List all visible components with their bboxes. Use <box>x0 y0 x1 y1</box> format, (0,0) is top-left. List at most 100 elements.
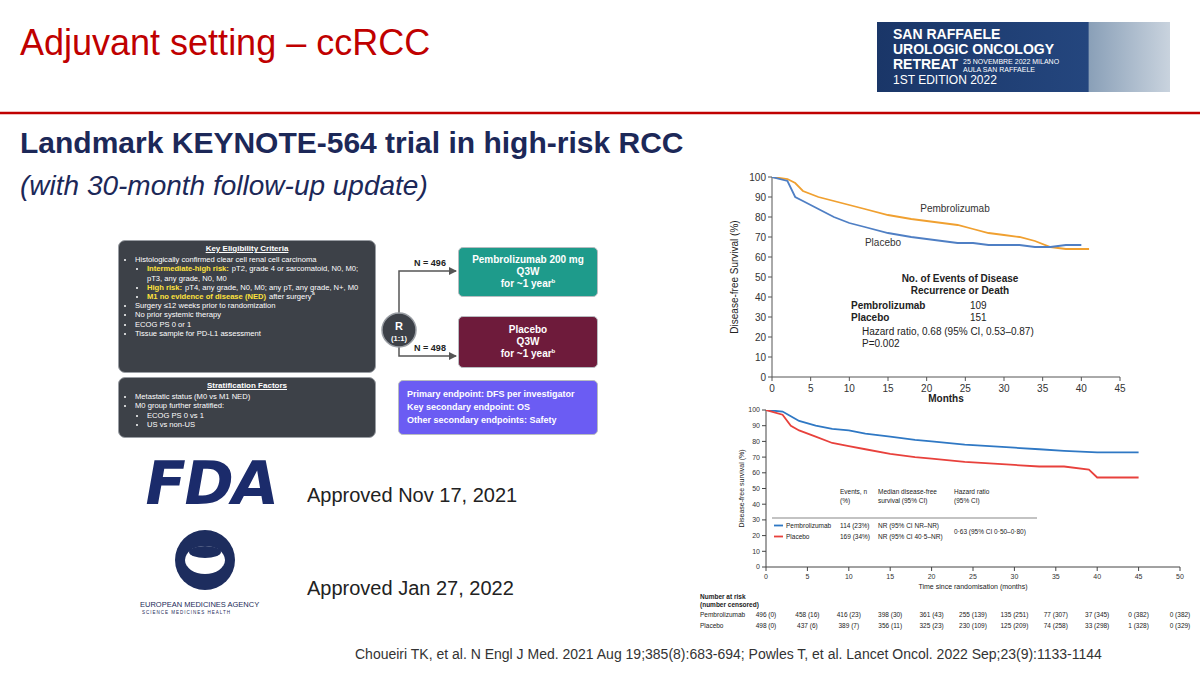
y-tick-label: 60 <box>752 469 760 476</box>
x-tick-label: 45 <box>1135 573 1143 580</box>
y-tick-label: 70 <box>752 454 760 461</box>
legend-swatch <box>774 525 783 527</box>
item-label: Intermediate-high risk: <box>147 264 229 273</box>
km-curve <box>772 177 1081 247</box>
heading: Landmark KEYNOTE-564 trial in high-risk … <box>20 126 683 160</box>
sub-item: M1 no evidence of disease (NED)after sur… <box>147 292 369 301</box>
plot-area <box>766 410 1139 478</box>
x-tick <box>807 567 808 571</box>
x-tick-label: 10 <box>845 573 853 580</box>
y-tick <box>762 504 766 505</box>
risk-count: 77 (307) <box>1044 611 1068 619</box>
event-row-name: Placebo <box>851 312 889 323</box>
table-header: Median disease-freesurvival (95% CI) <box>878 488 937 505</box>
risk-count: 398 (30) <box>878 611 902 619</box>
x-tick <box>1081 377 1082 381</box>
x-tick <box>1138 567 1139 571</box>
table-median: NR (95% CI NR–NR) <box>878 522 939 530</box>
chart: 0102030405060708090100051015202530354045… <box>700 406 1190 630</box>
x-tick <box>766 567 767 571</box>
item-label: M1 no evidence of disease (NED) <box>147 292 266 301</box>
item-text: Histologically confirmed clear cell rena… <box>135 255 316 264</box>
y-tick-label: 10 <box>755 352 767 363</box>
risk-count: 74 (258) <box>1044 622 1068 630</box>
y-axis-title: Disease-free survival (%) <box>738 449 746 527</box>
randomization-ratio: (1:1) <box>391 334 407 343</box>
banner-line: UROLOGIC ONCOLOGY <box>893 42 1054 57</box>
randomization-label: R <box>395 320 403 332</box>
y-tick-label: 50 <box>752 485 760 492</box>
item-text: Metastatic status (M0 vs M1 NED) <box>135 392 250 401</box>
risk-count: 356 (11) <box>878 622 902 630</box>
p-value: P=0.002 <box>862 338 900 349</box>
ema-name: EUROPEAN MEDICINES AGENCY <box>140 600 259 609</box>
banner-edition: 1ST EDITION 2022 <box>893 74 997 87</box>
x-axis-title: Time since randomisation (months) <box>918 583 1027 591</box>
item-text: US vs non-US <box>147 420 195 429</box>
y-tick <box>762 488 766 489</box>
approval-text: Approved Nov 17, 2021 <box>307 484 517 507</box>
risk-count: 325 (23) <box>919 622 943 630</box>
risk-count: 0 (329) <box>1170 622 1191 630</box>
y-tick-label: 60 <box>755 252 767 263</box>
bullet-item: Metastatic status (M0 vs M1 NED) <box>135 392 369 401</box>
x-axis <box>772 377 1120 378</box>
item-text: No prior systemic therapy <box>135 310 221 319</box>
y-tick <box>768 317 772 318</box>
title-rule <box>0 112 1200 115</box>
bullet-item: ECOG PS 0 or 1 <box>135 320 369 329</box>
sub-item: High risk:pT4, any grade, N0, M0; any pT… <box>147 283 369 292</box>
bullet-item: M0 group further stratified:ECOG PS 0 vs… <box>135 401 369 429</box>
text-line: (95% CI) <box>954 497 980 505</box>
y-tick <box>768 177 772 178</box>
y-tick <box>762 472 766 473</box>
x-tick-label: 30 <box>998 383 1010 394</box>
y-tick-label: 40 <box>752 501 760 508</box>
item-text: after surgery <box>269 292 312 301</box>
ema-logo <box>189 546 221 558</box>
text-line: No. of Events of Disease <box>902 273 1019 284</box>
y-tick-label: 20 <box>752 532 760 539</box>
y-tick <box>762 567 766 568</box>
item-text: M0 group further stratified: <box>135 401 224 410</box>
y-tick-label: 80 <box>752 438 760 445</box>
banner: SAN RAFFAELEUROLOGIC ONCOLOGYRETREAT25 N… <box>877 22 1170 92</box>
x-tick-label: 25 <box>969 573 977 580</box>
risk-count: 498 (0) <box>756 622 777 630</box>
y-tick <box>768 357 772 358</box>
x-tick <box>1004 377 1005 381</box>
arm-line: for ~1 yearb <box>459 348 597 360</box>
risk-title: Number at risk <box>700 593 746 600</box>
chart: 0102030405060708090100051015202530354045… <box>729 172 1126 405</box>
x-tick-label: 5 <box>808 383 814 394</box>
banner-date: 25 NOVEMBRE 2022 MILANO <box>963 58 1059 66</box>
table-events: 114 (23%) <box>840 522 870 530</box>
y-tick <box>768 337 772 338</box>
y-tick-label: 90 <box>752 422 760 429</box>
randomization-node <box>382 313 416 347</box>
banner-venue: AULA SAN RAFFAELE <box>963 66 1035 74</box>
curve-label: Placebo <box>865 237 902 248</box>
x-tick <box>1055 567 1056 571</box>
y-tick-label: 0 <box>760 372 766 383</box>
ema-tagline: SCIENCE MEDICINES HEALTH <box>142 610 231 616</box>
x-tick <box>1014 567 1015 571</box>
x-tick-label: 40 <box>1093 573 1101 580</box>
x-tick-label: 35 <box>1037 383 1049 394</box>
sub-item: US vs non-US <box>147 420 369 429</box>
x-tick-label: 0 <box>769 383 775 394</box>
bullet-item: Tissue sample for PD-L1 assessment <box>135 329 369 338</box>
footnote-mark: b <box>552 278 556 284</box>
table-row-name: Pembrolizumab <box>786 522 832 529</box>
x-tick <box>1097 567 1098 571</box>
arrow <box>399 271 456 313</box>
endpoint: Key secondary endpoint: OS <box>407 401 589 414</box>
x-tick <box>772 377 773 381</box>
item-text: Tissue sample for PD-L1 assessment <box>135 329 261 338</box>
slide: R(1:1)N = 496N = 49801020304050607080901… <box>0 0 1200 675</box>
x-tick <box>926 377 927 381</box>
endpoint: Other secondary endpoints: Safety <box>407 414 589 427</box>
y-tick <box>768 237 772 238</box>
item-text: Surgery ≤12 weeks prior to randomization <box>135 301 276 310</box>
text-line: Median disease-free <box>878 488 937 495</box>
